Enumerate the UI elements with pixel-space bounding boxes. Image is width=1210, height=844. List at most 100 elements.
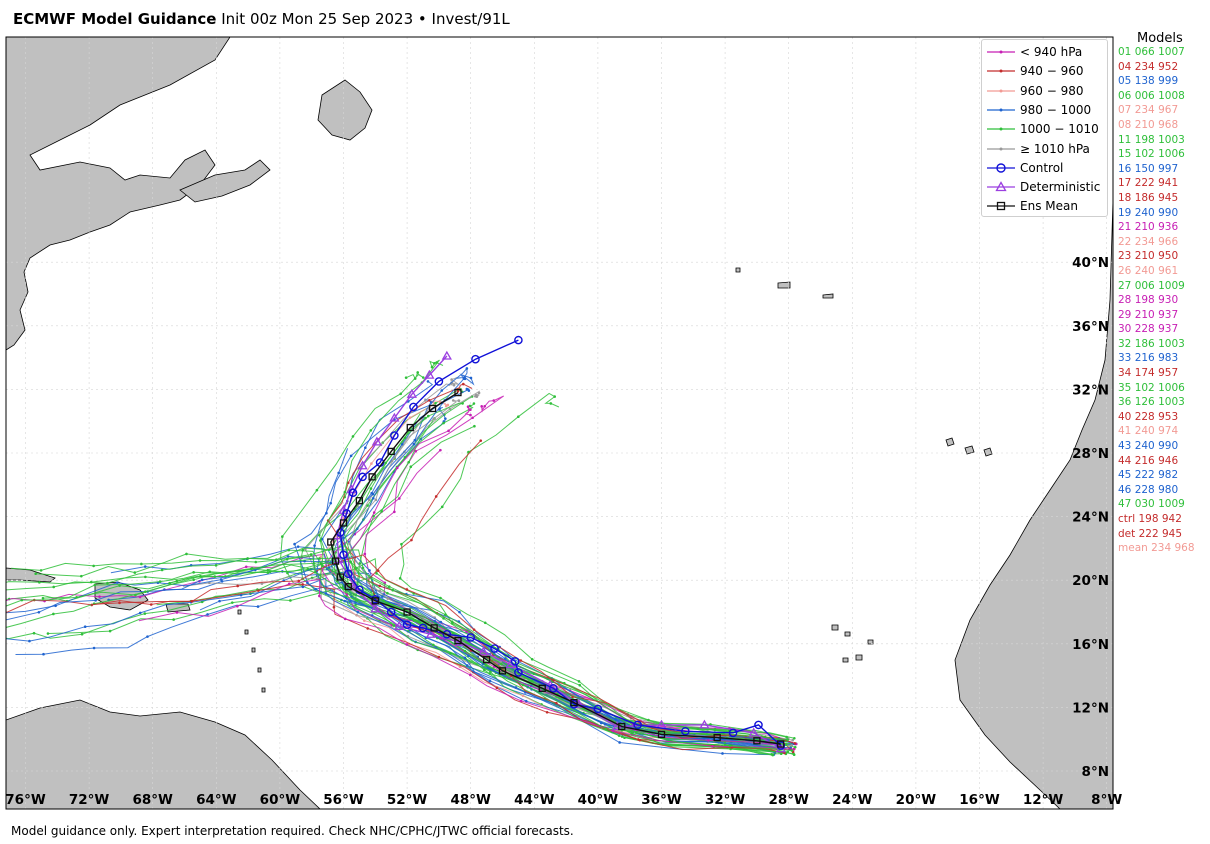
ens-mean-marker bbox=[777, 740, 785, 748]
track-point bbox=[297, 579, 301, 583]
track-point bbox=[108, 629, 112, 633]
track-point bbox=[289, 599, 292, 602]
legend-label: Ens Mean bbox=[1020, 199, 1078, 214]
track-point bbox=[293, 542, 296, 546]
track-point bbox=[301, 583, 304, 586]
control-marker bbox=[466, 633, 476, 642]
track-point bbox=[275, 558, 278, 561]
track-point bbox=[488, 672, 491, 675]
ensemble-member-track bbox=[334, 403, 772, 755]
deterministic-marker bbox=[699, 719, 710, 729]
track-point bbox=[414, 449, 418, 453]
deterministic-marker bbox=[406, 388, 417, 398]
track-point bbox=[465, 367, 469, 370]
ens-mean-marker bbox=[430, 624, 438, 632]
track-point bbox=[517, 415, 520, 419]
track-point bbox=[463, 656, 467, 660]
ens-mean-marker bbox=[570, 698, 578, 707]
legend-label: Control bbox=[1020, 160, 1064, 175]
graticule bbox=[6, 37, 1113, 809]
track-point bbox=[403, 436, 407, 440]
track-point bbox=[368, 569, 371, 572]
track-point bbox=[405, 588, 409, 591]
legend-item: 940 − 960 bbox=[982, 62, 1107, 81]
track-point bbox=[93, 583, 97, 587]
track-point bbox=[482, 668, 486, 672]
track-point bbox=[287, 582, 291, 586]
track-point bbox=[412, 442, 416, 446]
legend-item: 1000 − 1010 bbox=[982, 120, 1107, 139]
track-point bbox=[313, 544, 316, 547]
model-list-item: 40 228 953 bbox=[1118, 410, 1179, 423]
track-point bbox=[134, 593, 137, 597]
track-point bbox=[469, 673, 472, 677]
track-point bbox=[405, 643, 409, 646]
legend-swatch-icon bbox=[987, 202, 1015, 211]
control-marker bbox=[402, 620, 412, 630]
track-point bbox=[369, 487, 373, 490]
deterministic-marker bbox=[394, 620, 405, 630]
track-point bbox=[46, 632, 50, 635]
track-point bbox=[313, 570, 317, 574]
legend: < 940 hPa 940 − 960 960 − 980 980 − 1000 100… bbox=[981, 39, 1108, 217]
track-point bbox=[462, 382, 465, 386]
ensemble-member-track bbox=[42, 560, 788, 753]
track-point bbox=[465, 387, 469, 391]
track-point bbox=[393, 510, 396, 514]
models-header: Models bbox=[1137, 31, 1183, 46]
track-point bbox=[472, 628, 476, 631]
track-point bbox=[416, 371, 420, 374]
control-marker bbox=[633, 720, 642, 730]
track-point bbox=[306, 581, 309, 585]
model-list-item: mean 234 968 bbox=[1118, 542, 1195, 555]
model-list-item: ctrl 198 942 bbox=[1118, 513, 1182, 525]
track-point bbox=[380, 510, 383, 513]
track-point bbox=[495, 686, 499, 690]
ens-mean-marker bbox=[355, 497, 364, 505]
track-point bbox=[499, 660, 503, 664]
track-point bbox=[447, 429, 450, 433]
ensemble-member-track bbox=[293, 448, 794, 749]
longitude-label: 16°W bbox=[959, 792, 1000, 808]
track-point bbox=[479, 439, 483, 442]
highlighted-tracks bbox=[327, 335, 786, 753]
control-marker bbox=[471, 354, 480, 364]
track-point bbox=[198, 559, 202, 562]
track-point bbox=[432, 417, 436, 421]
track-point bbox=[790, 749, 794, 752]
track-point bbox=[456, 389, 460, 393]
ens-mean-marker bbox=[428, 404, 437, 413]
track-point bbox=[363, 619, 366, 622]
track-point bbox=[469, 376, 473, 380]
legend-item: Ens Mean bbox=[982, 197, 1107, 216]
track-point bbox=[361, 566, 365, 570]
track-point bbox=[218, 599, 221, 603]
disclaimer-footer: Model guidance only. Expert interpretati… bbox=[11, 824, 574, 838]
track-point bbox=[301, 585, 305, 589]
ens-mean-marker bbox=[454, 636, 462, 645]
track-point bbox=[771, 753, 775, 757]
control-marker bbox=[593, 704, 603, 714]
ens-mean-marker bbox=[403, 608, 411, 616]
track-point bbox=[37, 610, 41, 614]
track-point bbox=[448, 407, 452, 411]
deterministic-marker bbox=[357, 460, 368, 470]
track-point bbox=[158, 580, 162, 583]
legend-item: 960 − 980 bbox=[982, 82, 1107, 101]
track-point bbox=[146, 635, 149, 638]
track-point bbox=[374, 498, 378, 502]
track-point bbox=[266, 568, 270, 572]
legend-label: 980 − 1000 bbox=[1020, 102, 1092, 117]
track-point bbox=[335, 580, 339, 583]
control-marker bbox=[490, 644, 499, 653]
track-point bbox=[444, 417, 447, 420]
legend-label: 940 − 960 bbox=[1020, 64, 1084, 79]
track-point bbox=[521, 694, 525, 698]
track-point bbox=[369, 429, 373, 432]
track-point bbox=[728, 744, 732, 748]
ensemble-member-track bbox=[6, 555, 788, 741]
track-point bbox=[578, 683, 582, 687]
longitude-label: 20°W bbox=[896, 792, 937, 808]
model-list-item: 04 234 952 bbox=[1118, 60, 1179, 73]
model-list-item: 35 102 1006 bbox=[1118, 381, 1185, 394]
